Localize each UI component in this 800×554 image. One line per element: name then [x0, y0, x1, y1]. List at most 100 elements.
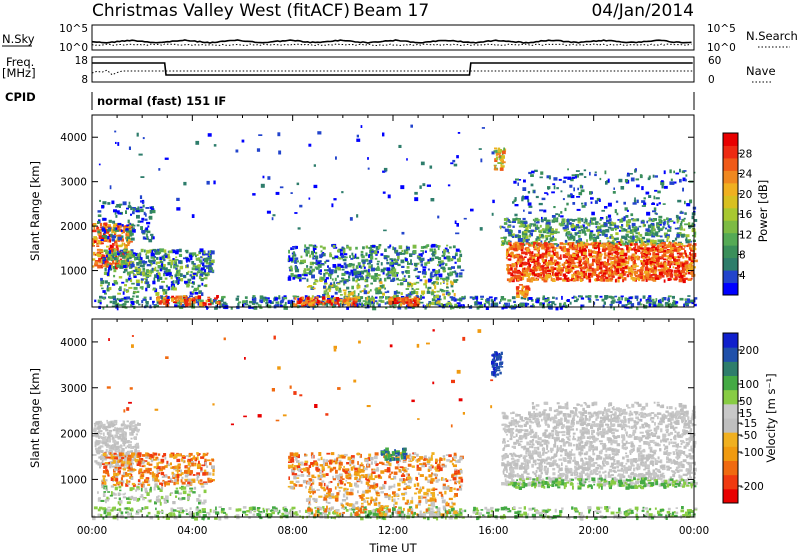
echo-cell — [689, 267, 693, 270]
echo-cell — [346, 246, 350, 248]
echo-cell — [681, 252, 685, 255]
echo-cell — [383, 229, 387, 232]
echo-cell — [356, 287, 359, 290]
echo-cell — [534, 262, 538, 265]
echo-cell — [494, 147, 498, 150]
echo-cell — [546, 303, 551, 307]
echo-cell — [642, 277, 645, 280]
echo-cell — [274, 297, 278, 301]
echo-cell — [113, 281, 116, 285]
echo-cell — [180, 303, 184, 307]
echo-cell — [300, 260, 305, 264]
echo-cell — [587, 258, 589, 261]
echo-cell — [618, 296, 621, 301]
echo-cell — [225, 303, 228, 307]
echo-cell — [121, 252, 125, 257]
echo-cell — [498, 301, 501, 304]
echo-cell — [669, 304, 674, 308]
echo-cell — [140, 257, 143, 261]
echo-cell — [259, 304, 262, 308]
echo-cell — [537, 250, 540, 255]
echo-cell — [98, 440, 102, 443]
echo-cell — [124, 424, 127, 428]
echo-cell — [517, 271, 522, 274]
echo-cell — [568, 279, 571, 281]
echo-cell — [414, 301, 417, 304]
echo-cell — [610, 228, 614, 231]
echo-cell — [435, 245, 440, 248]
echo-cell — [384, 257, 388, 260]
echo-cell — [420, 263, 424, 267]
echo-cell — [658, 218, 662, 221]
echo-cell — [668, 278, 672, 281]
echo-cell — [325, 300, 328, 303]
echo-cell — [690, 271, 694, 275]
echo-cell — [567, 230, 571, 235]
echo-cell — [634, 239, 638, 242]
echo-cell — [585, 264, 588, 269]
echo-cell — [544, 274, 547, 279]
echo-cell — [112, 423, 116, 427]
echo-cell — [571, 174, 576, 176]
echo-cell — [505, 252, 509, 256]
echo-cell — [630, 275, 633, 280]
echo-cell — [197, 295, 202, 300]
echo-cell — [677, 218, 680, 222]
colorbar-swatch — [723, 245, 738, 259]
echo-cell — [351, 252, 354, 256]
echo-cell — [428, 303, 431, 308]
echo-cell — [257, 303, 260, 307]
echo-cell — [127, 289, 130, 293]
echo-cell — [693, 243, 697, 246]
echo-cell — [670, 178, 673, 181]
echo-cell — [175, 256, 178, 259]
echo-cell — [311, 286, 313, 290]
echo-cell — [680, 234, 685, 238]
echo-cell — [323, 290, 328, 293]
echo-cell — [430, 257, 435, 261]
echo-cell — [99, 430, 103, 432]
echo-cell — [512, 243, 516, 246]
echo-cell — [516, 294, 518, 298]
echo-cell — [209, 300, 214, 305]
echo-cell — [409, 303, 414, 307]
echo-cell — [304, 272, 309, 274]
echo-cell — [337, 249, 340, 253]
echo-cell — [525, 195, 529, 200]
date-title: 04/Jan/2014 — [591, 1, 694, 21]
echo-cell — [566, 249, 570, 252]
echo-cell — [555, 228, 558, 231]
echo-cell — [205, 299, 209, 303]
echo-cell — [131, 229, 136, 233]
echo-cell — [137, 272, 141, 276]
echo-cell — [137, 256, 139, 259]
echo-cell — [108, 264, 112, 268]
echo-cell — [652, 301, 657, 305]
echo-cell — [102, 306, 105, 310]
echo-cell — [633, 229, 637, 233]
echo-cell — [268, 300, 272, 304]
echo-cell — [526, 248, 530, 252]
echo-cell — [97, 210, 102, 213]
echo-cell — [317, 303, 320, 306]
echo-cell — [357, 262, 361, 266]
echo-cell — [538, 267, 542, 272]
echo-cell — [648, 232, 652, 237]
echo-cell — [506, 248, 510, 252]
echo-cell — [299, 204, 303, 208]
echo-cell — [553, 232, 557, 234]
echo-cell — [523, 220, 528, 223]
echo-cell — [635, 235, 639, 238]
echo-cell — [668, 241, 672, 246]
echo-cell — [447, 184, 451, 187]
echo-cell — [131, 282, 135, 285]
echo-cell — [626, 242, 629, 246]
echo-cell — [443, 249, 447, 253]
echo-cell — [663, 218, 666, 222]
echo-cell — [440, 282, 442, 285]
echo-cell — [391, 273, 396, 277]
echo-cell — [187, 278, 192, 282]
echo-cell — [410, 124, 413, 128]
echo-cell — [189, 252, 193, 255]
echo-cell — [449, 280, 453, 284]
